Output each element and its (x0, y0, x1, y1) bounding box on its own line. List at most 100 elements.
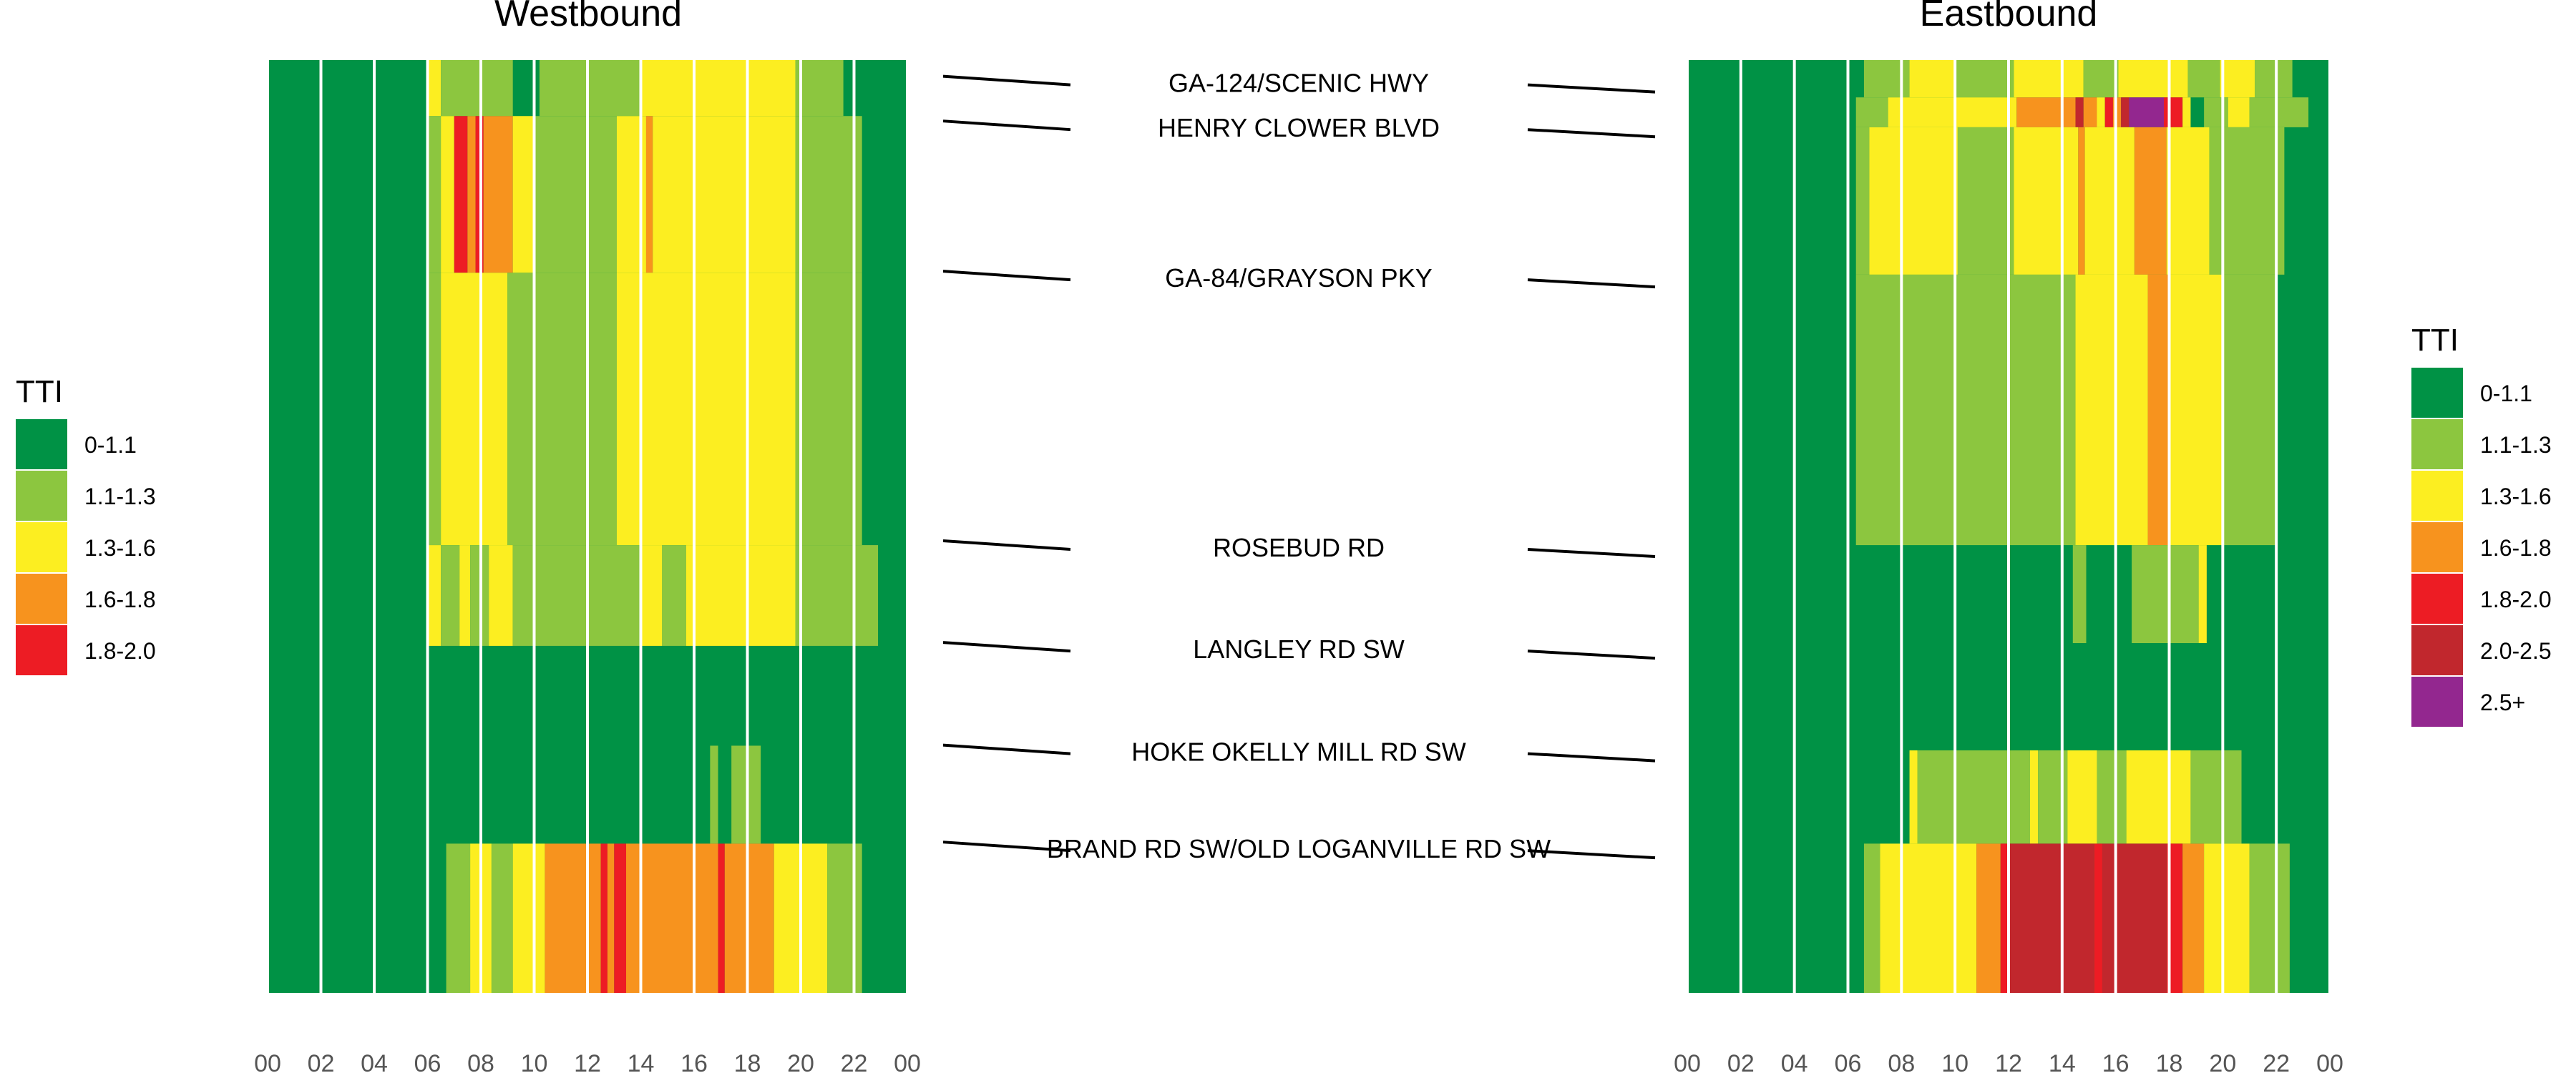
eastbound-legend-label: 1.8-2.0 (2480, 587, 2552, 612)
westbound-heat-cell (710, 745, 718, 844)
westbound-heat-cell (459, 545, 471, 646)
road-leader-line-left (942, 119, 1071, 132)
westbound-x-tick-label: 12 (574, 1050, 601, 1073)
westbound-heat-cell (427, 545, 441, 646)
westbound-x-tick-label: 02 (308, 1050, 335, 1073)
westbound-heat-cell (616, 273, 796, 546)
westbound-heat-cell (640, 60, 796, 117)
eastbound-x-tick-label: 08 (1888, 1050, 1915, 1073)
eastbound-heat-cell (2121, 97, 2129, 127)
eastbound-heat-cell (2166, 127, 2210, 275)
road-leader-line-right (1527, 83, 1656, 94)
eastbound-heat-cell (2164, 97, 2183, 127)
westbound-heat-cell (640, 545, 663, 646)
westbound-title: Westbound (494, 0, 682, 34)
eastbound-legend-label: 2.5+ (2480, 690, 2525, 715)
eastbound-heat-cell (2249, 97, 2309, 127)
road-label: GA-84/GRAYSON PKY (1165, 263, 1432, 293)
westbound-heat-cell (795, 545, 879, 646)
westbound-heat-cell (467, 116, 476, 273)
eastbound-heat-cell (1888, 97, 2017, 127)
westbound-x-tick-label: 00 (894, 1050, 921, 1073)
eastbound-heat-cell (2083, 60, 2119, 98)
eastbound-heat-cell (2094, 843, 2102, 993)
eastbound-heat-cell (2220, 60, 2255, 98)
westbound-heat-cell (483, 116, 513, 273)
westbound-heat-cell (512, 843, 545, 993)
westbound-x-tick-label: 06 (414, 1050, 441, 1073)
eastbound-legend-swatch (2411, 368, 2463, 418)
westbound-legend-label: 1.1-1.3 (84, 484, 156, 509)
eastbound-heat-cell (2097, 97, 2105, 127)
road-leader-line-right (1527, 128, 1656, 139)
eastbound-x-tick-label: 02 (1727, 1050, 1755, 1073)
eastbound-x-ticks: 00 02 04 06 08 10 12 14 16 18 20 22 00 (1674, 1050, 2343, 1073)
westbound-heat-cell (645, 116, 653, 273)
westbound-heat-cell (534, 116, 617, 273)
westbound-x-ticks: 00 02 04 06 08 10 12 14 16 18 20 22 00 (254, 1050, 921, 1073)
road-leader-line-left (942, 74, 1071, 87)
eastbound-heat-cell (2190, 750, 2242, 844)
eastbound-heat-cell (2209, 127, 2285, 275)
westbound-heat-cell (454, 116, 468, 273)
eastbound-heat-cell (1957, 127, 2014, 275)
westbound-x-tick-label: 16 (680, 1050, 708, 1073)
westbound-x-tick-label: 08 (467, 1050, 494, 1073)
eastbound-x-tick-label: 22 (2263, 1050, 2290, 1073)
eastbound-heat-cell (2204, 97, 2228, 127)
eastbound-heat-cell (2016, 97, 2076, 127)
westbound-x-tick-label: 20 (787, 1050, 814, 1073)
eastbound-heat-cell (2126, 750, 2191, 844)
westbound-x-tick-label: 14 (628, 1050, 655, 1073)
eastbound-legend: TTI 0-1.1 1.1-1.3 1.3-1.6 1.6-1.8 1.8-2.0 2.0-… (2411, 323, 2552, 727)
eastbound-x-tick-label: 10 (1941, 1050, 1968, 1073)
eastbound-heat-cell (2223, 274, 2277, 546)
eastbound-legend-label: 0-1.1 (2480, 381, 2532, 406)
westbound-heat-cell (427, 116, 441, 273)
eastbound-legend-label: 1.3-1.6 (2480, 484, 2552, 509)
westbound-heat-cell (607, 843, 615, 993)
westbound-heat-cell (653, 116, 796, 273)
westbound-heat-cell (827, 843, 862, 993)
westbound-hour-lines (266, 60, 909, 993)
road-label: HOKE OKELLY MILL RD SW (1131, 738, 1465, 767)
eastbound-heat-cell (2009, 843, 2094, 993)
westbound-heat-cell (795, 116, 862, 273)
road-leader-line-right (1527, 547, 1656, 558)
westbound-legend-label: 0-1.1 (84, 432, 137, 458)
westbound-heat-cell (441, 60, 513, 117)
westbound-legend-label: 1.3-1.6 (84, 535, 156, 561)
westbound-legend-label: 1.8-2.0 (84, 638, 156, 664)
eastbound-legend-swatch (2411, 574, 2463, 624)
road-leader-line-left (942, 539, 1071, 551)
eastbound-x-tick-label: 12 (1995, 1050, 2022, 1073)
eastbound-heat-cell (1909, 750, 1918, 844)
eastbound-heat-cell (2187, 60, 2220, 98)
eastbound-heat-cell (2198, 545, 2207, 643)
eastbound-heat-cell (2083, 97, 2097, 127)
eastbound-heat-cell (1855, 127, 1870, 275)
westbound-heat-cell (539, 60, 641, 117)
westbound-legend: TTI 0-1.1 1.1-1.3 1.3-1.6 1.6-1.8 1.8-2.0 (16, 374, 156, 675)
westbound-heat-cell (441, 116, 454, 273)
road-leader-line-left (942, 270, 1071, 282)
eastbound-heat-cell (2228, 97, 2250, 127)
westbound-legend-label: 1.6-1.8 (84, 587, 156, 612)
eastbound-heat-cell (2000, 843, 2009, 993)
westbound-legend-swatch (16, 419, 67, 469)
eastbound-legend-swatch (2411, 471, 2463, 521)
road-label: ROSEBUD RD (1213, 533, 1385, 562)
westbound-heat-cell (507, 273, 617, 546)
eastbound-heat-cell (2255, 60, 2293, 98)
westbound-heat-cell (662, 545, 686, 646)
road-label: HENRY CLOWER BLVD (1158, 113, 1440, 142)
eastbound-panel: Eastbound 00 02 04 06 08 10 12 14 16 18 20 22 00 (1674, 0, 2343, 1073)
eastbound-heat-cell (2118, 60, 2188, 98)
eastbound-heat-cell (2204, 843, 2250, 993)
westbound-heat-cell (614, 843, 627, 993)
road-leader-line-left (942, 841, 1071, 853)
eastbound-legend-label: 1.6-1.8 (2480, 535, 2552, 561)
eastbound-heat-cell (1976, 843, 2001, 993)
westbound-legend-swatch (16, 625, 67, 675)
westbound-legend-swatch (16, 574, 67, 624)
